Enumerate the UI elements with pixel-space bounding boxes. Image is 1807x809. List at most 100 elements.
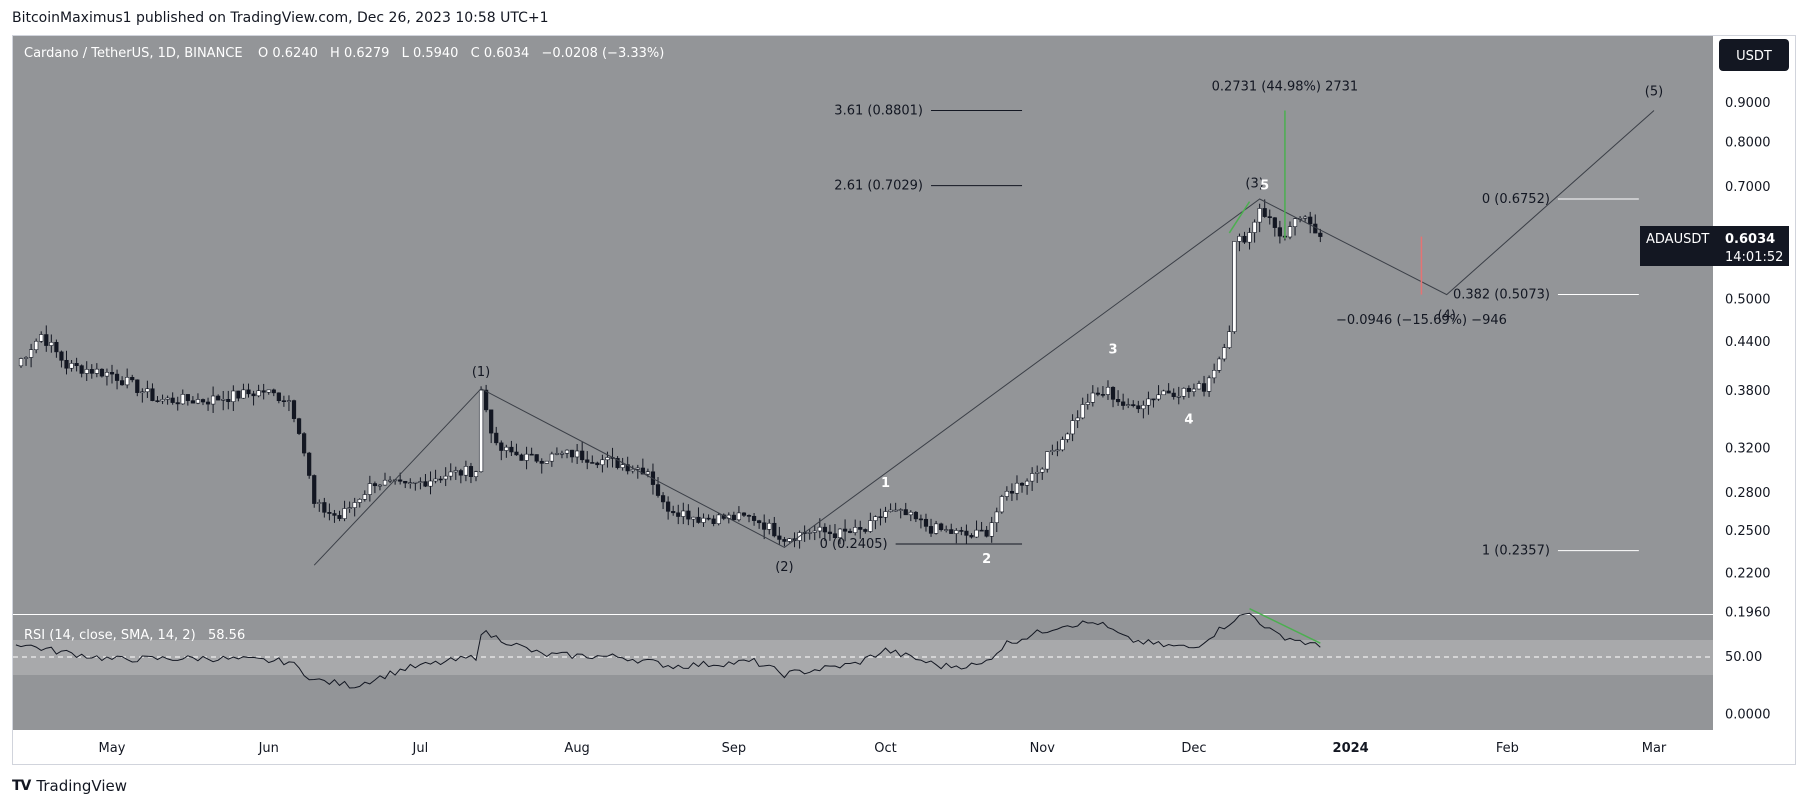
candle-body (559, 452, 565, 455)
elliott-wave-label: (3) (1245, 176, 1263, 191)
candle (195, 393, 201, 405)
candle (575, 443, 580, 464)
candle-body (140, 391, 145, 394)
candle-body (580, 450, 585, 461)
candle-body (1222, 347, 1227, 360)
candle-body (352, 502, 357, 508)
candle-body (706, 517, 711, 520)
candle-body (433, 478, 438, 482)
candle (160, 394, 165, 405)
candle-body (29, 349, 34, 358)
candle-body (1126, 404, 1131, 406)
candle (1257, 203, 1262, 233)
candle (539, 458, 544, 474)
candle (1217, 356, 1222, 373)
candle-body (1257, 208, 1262, 223)
price-axis-tick: 0.2800 (1725, 486, 1771, 501)
candle-body (266, 389, 271, 393)
candle-body (807, 532, 812, 534)
price-axis-tick: 0.7000 (1725, 180, 1771, 195)
candle-body (69, 363, 74, 369)
candle-body (1131, 404, 1136, 407)
candle-body (1237, 235, 1242, 242)
open-value: 0.6240 (272, 46, 318, 61)
candle-body (630, 469, 635, 472)
candle-body (130, 377, 135, 381)
candle (473, 470, 479, 482)
candle (1161, 389, 1166, 396)
candle-body (1146, 398, 1151, 406)
candle (64, 350, 69, 375)
candle-body (539, 460, 544, 464)
candle (807, 528, 812, 540)
candle (1085, 393, 1090, 410)
change-value: −0.0208 (−3.33%) (541, 46, 664, 61)
candle (1136, 400, 1141, 413)
candle-body (413, 481, 418, 484)
time-axis-tick: Oct (874, 741, 896, 756)
candle-body (817, 526, 822, 532)
candle-body (888, 509, 893, 512)
candle (165, 395, 170, 405)
candle (984, 526, 989, 538)
candle-body (190, 400, 195, 404)
candle-body (944, 529, 949, 531)
candle (367, 475, 372, 502)
tradingview-brand: TradingView (36, 777, 128, 795)
candle-body (772, 522, 777, 537)
candle-body (1141, 404, 1146, 410)
publisher-header: BitcoinMaximus1 published on TradingView… (12, 10, 549, 26)
currency-badge[interactable] (1719, 39, 1789, 71)
candle (746, 514, 752, 523)
candle (1262, 199, 1267, 218)
candle (99, 368, 104, 378)
price-pane[interactable] (13, 36, 1713, 614)
candle (681, 502, 686, 525)
candle-body (1156, 394, 1161, 400)
candle (342, 500, 347, 522)
candle-body (908, 511, 913, 516)
candle-body (1217, 358, 1222, 371)
candle-body (170, 397, 175, 403)
candle-body (514, 451, 519, 456)
candle (620, 457, 625, 471)
candle-body (625, 464, 630, 472)
candle-body (711, 518, 716, 524)
candle-body (135, 379, 140, 393)
candle-body (271, 389, 276, 394)
candle-body (1267, 216, 1272, 219)
candle (478, 386, 484, 473)
rsi-indicator-label[interactable]: RSI (14, close, SMA, 14, 2) (24, 628, 196, 643)
candle (357, 498, 362, 508)
candle (999, 494, 1004, 514)
candle-body (332, 513, 337, 516)
candle-body (18, 358, 24, 367)
candle (372, 481, 377, 494)
candle (640, 458, 645, 475)
rsi-axis-tick: 50.00 (1725, 650, 1762, 665)
candle-body (1287, 226, 1293, 238)
candle-body (109, 372, 115, 375)
candle-body (858, 527, 863, 530)
candle-body (655, 484, 661, 496)
candle-body (499, 442, 504, 451)
candle-body (873, 516, 878, 521)
rsi-axis-tick: 0.0000 (1725, 708, 1771, 723)
candle-body (463, 466, 469, 476)
candle (842, 519, 848, 542)
candle-body (211, 395, 216, 405)
candle-body (246, 389, 251, 395)
candle (660, 492, 666, 510)
candle-body (1247, 232, 1252, 243)
candle (327, 503, 332, 521)
candle-body (509, 446, 514, 453)
time-axis-tick: Dec (1181, 741, 1206, 756)
price-axis-tick: 0.3200 (1725, 442, 1771, 457)
candle-body (534, 454, 539, 462)
candle (1035, 465, 1040, 483)
candle (382, 472, 388, 486)
symbol-title[interactable]: Cardano / TetherUS, 1D, BINANCE (24, 46, 243, 61)
candle (362, 490, 367, 502)
fib-level-label: 0 (0.2405) (820, 537, 888, 552)
